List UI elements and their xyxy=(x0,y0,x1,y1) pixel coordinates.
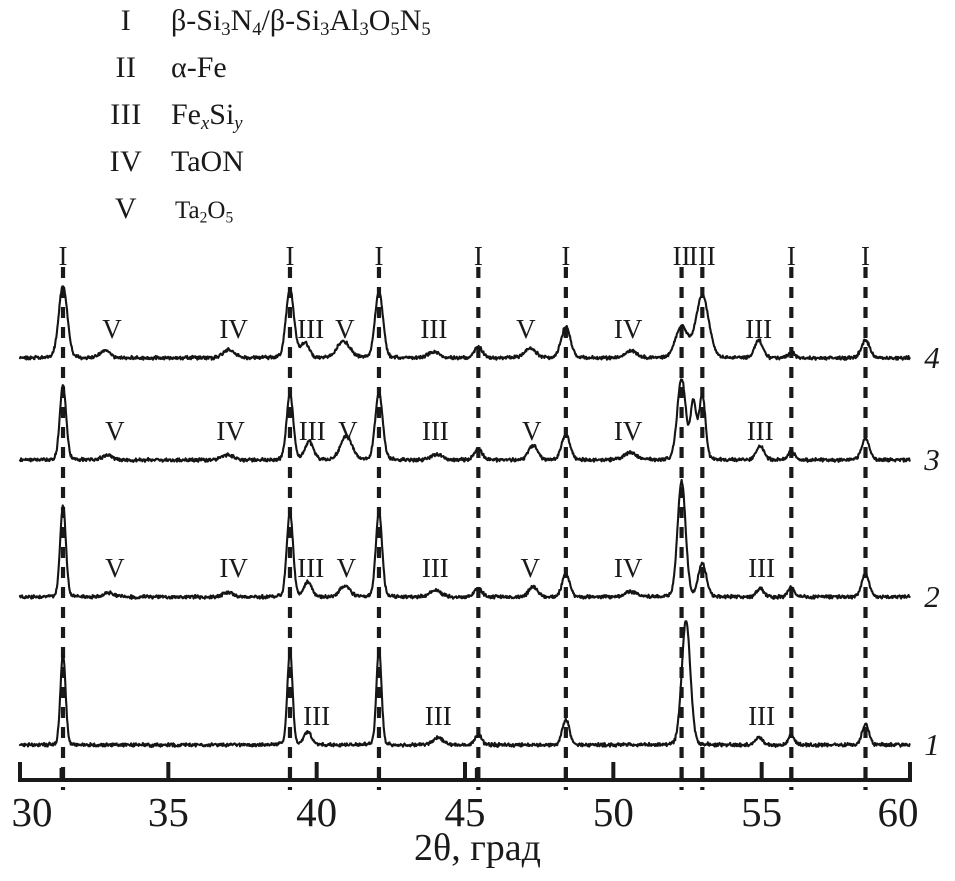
curve-number-label: 3 xyxy=(923,442,940,477)
legend-roman-numeral: II xyxy=(115,51,137,84)
legend-roman-numeral: I xyxy=(120,4,132,37)
phase-inline-label: III xyxy=(747,416,774,446)
axis-tick-label: 45 xyxy=(445,789,486,830)
phase-inline-label: III xyxy=(748,701,775,731)
curve-number-label: 1 xyxy=(924,727,940,762)
phase-inline-label: IV xyxy=(614,553,643,583)
legend-item: II α-Fe xyxy=(95,51,655,98)
axis-tick-label: 40 xyxy=(296,789,337,830)
phase-inline-label: V xyxy=(105,416,125,446)
phase-inline-label: III xyxy=(745,314,772,344)
diffraction-curve xyxy=(18,285,911,361)
phase-inline-label: IV xyxy=(614,314,643,344)
xrd-plot: I I I I I II III I I V IV III V III V IV III 4 V IV III V III V… xyxy=(0,245,955,790)
diffraction-curve xyxy=(18,378,911,463)
phase-inline-label: V xyxy=(338,416,358,446)
diffraction-curve xyxy=(18,478,911,600)
phase-inline-label: III xyxy=(422,416,449,446)
x-axis-title: 2θ, град xyxy=(414,827,541,869)
legend-formula: α-Fe xyxy=(171,51,227,84)
legend-item: IV TaON xyxy=(95,145,655,192)
x-axis-svg: 30 35 40 45 50 55 60 xyxy=(12,762,919,830)
phase-inline-label: V xyxy=(522,416,542,446)
phase-inline-label: V xyxy=(516,314,536,344)
axis-tick-label: 60 xyxy=(878,789,919,830)
phase-top-label: I xyxy=(561,245,570,271)
legend-formula: Ta2O5 xyxy=(175,197,234,227)
phase-inline-label: IV xyxy=(216,416,245,446)
phase-inline-label: V xyxy=(521,553,541,583)
phase-top-label: II xyxy=(673,245,691,271)
phase-inline-label: IV xyxy=(219,553,248,583)
phase-top-label: I xyxy=(861,245,870,271)
phase-inline-label: IV xyxy=(219,314,248,344)
phase-inline-label: III xyxy=(420,314,447,344)
axis-tick-label: 35 xyxy=(148,789,189,830)
legend-item: V Ta2O5 xyxy=(95,192,655,239)
axis-tick-label: 50 xyxy=(593,789,634,830)
phase-inline-label: III xyxy=(297,553,324,583)
axis-tick-label: 30 xyxy=(12,789,53,830)
phase-top-label: I xyxy=(474,245,483,271)
phase-inline-label: III xyxy=(425,701,452,731)
phase-inline-label: III xyxy=(303,701,330,731)
legend-roman-numeral: V xyxy=(114,192,138,225)
legend-formula: β-Si3N4/β-Si3Al3O5N5 xyxy=(171,4,431,41)
phase-inline-label: III xyxy=(422,553,449,583)
phase-inline-label: V xyxy=(337,553,357,583)
phase-inline-label: III xyxy=(748,553,775,583)
phase-top-label: I xyxy=(285,245,294,271)
x-axis: 30 35 40 45 50 55 60 xyxy=(0,760,955,881)
diffraction-curve xyxy=(18,620,911,749)
phase-inline-label: V xyxy=(335,314,355,344)
legend-formula: TaON xyxy=(171,145,244,178)
phase-inline-label: V xyxy=(102,314,122,344)
phase-top-label: III xyxy=(689,245,716,271)
phase-top-label: I xyxy=(374,245,383,271)
legend-roman-numeral: III xyxy=(110,98,142,131)
curve-number-label: 4 xyxy=(924,340,940,375)
legend-formula: FexSiy xyxy=(171,98,243,135)
axis-tick-label: 55 xyxy=(741,789,782,830)
phase-top-label: I xyxy=(787,245,796,271)
phase-inline-label: V xyxy=(105,553,125,583)
phase-top-label: I xyxy=(59,245,68,271)
phase-inline-label: III xyxy=(297,314,324,344)
curve-number-label: 2 xyxy=(924,579,940,614)
legend-roman-numeral: IV xyxy=(109,145,143,178)
phase-inline-label: III xyxy=(299,416,326,446)
phase-inline-label: IV xyxy=(614,416,643,446)
legend-item: III FexSiy xyxy=(95,98,655,145)
